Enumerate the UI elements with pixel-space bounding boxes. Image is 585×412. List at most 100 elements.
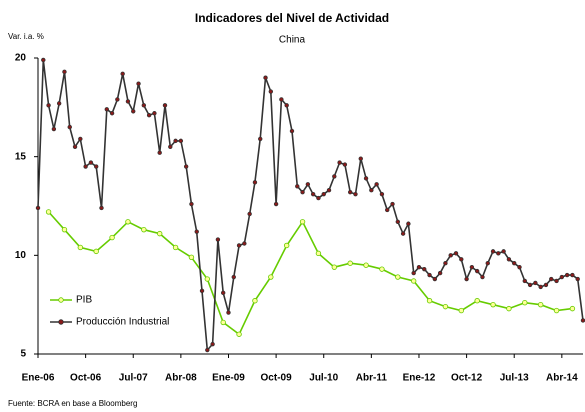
data-point xyxy=(83,164,88,169)
data-point xyxy=(305,182,311,187)
data-point xyxy=(168,144,173,149)
data-point xyxy=(104,107,109,112)
data-point xyxy=(432,276,438,282)
data-point xyxy=(204,276,211,282)
data-point xyxy=(554,278,559,284)
data-point xyxy=(35,205,41,211)
data-point xyxy=(156,230,163,237)
data-point xyxy=(252,298,258,304)
data-point xyxy=(88,160,94,165)
data-point xyxy=(210,341,215,347)
data-point xyxy=(120,71,125,76)
y-tick-label: 10 xyxy=(15,250,27,261)
data-point xyxy=(385,207,390,213)
data-point xyxy=(67,124,72,130)
data-point xyxy=(109,111,115,116)
data-point xyxy=(331,264,338,270)
data-point xyxy=(77,244,84,251)
data-point xyxy=(252,180,258,185)
data-point xyxy=(315,250,322,257)
x-tick-label: Oct-06 xyxy=(70,373,102,384)
data-point xyxy=(78,136,83,142)
x-tick-label: Abr-14 xyxy=(546,373,578,384)
data-point xyxy=(115,97,120,102)
data-point xyxy=(347,189,353,195)
data-point xyxy=(575,276,580,282)
data-point xyxy=(45,209,52,215)
series-line xyxy=(48,211,573,336)
data-point xyxy=(379,191,385,197)
data-point xyxy=(56,101,62,106)
data-point xyxy=(522,278,527,284)
data-point xyxy=(538,284,543,290)
data-point xyxy=(410,278,417,284)
x-tick-label: Abr-11 xyxy=(356,373,388,384)
x-tick-label: Abr-08 xyxy=(165,373,197,384)
data-point xyxy=(395,219,401,224)
data-point xyxy=(374,182,379,187)
data-point xyxy=(188,254,195,261)
data-point xyxy=(295,184,300,189)
data-point xyxy=(247,211,252,217)
x-tick-label: Jul-10 xyxy=(309,373,338,384)
data-point xyxy=(474,268,480,274)
data-point xyxy=(263,75,268,80)
data-point xyxy=(183,164,189,169)
data-point xyxy=(553,307,560,314)
legend-label: PIB xyxy=(76,295,92,306)
data-point xyxy=(480,274,485,280)
data-point xyxy=(569,305,576,312)
data-point xyxy=(215,237,221,242)
data-point xyxy=(416,264,422,270)
data-point xyxy=(543,282,549,288)
data-point xyxy=(321,191,326,197)
chart-title: Indicadores del Nivel de Actividad xyxy=(195,11,389,25)
data-point xyxy=(157,150,162,155)
data-point xyxy=(199,288,205,294)
data-point xyxy=(316,195,321,201)
data-point xyxy=(141,226,147,233)
data-point xyxy=(522,299,528,306)
data-point xyxy=(342,162,348,167)
data-point xyxy=(443,261,448,266)
x-tick-label: Jul-13 xyxy=(500,373,529,384)
x-tick-label: Oct-09 xyxy=(261,373,293,384)
data-point xyxy=(506,305,512,312)
data-point xyxy=(337,160,342,165)
y-axis-label: Var. i.a. % xyxy=(8,32,44,41)
data-point xyxy=(437,270,443,276)
data-point xyxy=(353,191,358,197)
data-point xyxy=(46,103,51,108)
data-point xyxy=(236,243,242,248)
data-point xyxy=(580,318,585,323)
data-point xyxy=(379,266,385,272)
data-point xyxy=(570,272,575,278)
data-point xyxy=(94,164,99,169)
data-point xyxy=(299,219,306,225)
y-tick-label: 5 xyxy=(20,349,26,360)
x-tick-label: Ene-06 xyxy=(22,373,55,384)
data-point xyxy=(141,103,147,108)
data-point xyxy=(400,231,406,236)
data-point xyxy=(517,264,522,270)
data-point xyxy=(99,205,104,211)
data-point xyxy=(41,57,46,63)
data-point xyxy=(564,272,570,278)
data-point xyxy=(427,272,432,278)
data-point xyxy=(442,303,449,310)
data-point xyxy=(220,319,226,326)
source-note: Fuente: BCRA en base a Bloomberg xyxy=(8,399,137,408)
data-point xyxy=(109,234,115,241)
data-point xyxy=(205,347,210,353)
data-point xyxy=(453,251,459,256)
legend-marker xyxy=(58,297,64,303)
data-point xyxy=(51,126,57,132)
data-point xyxy=(283,242,290,249)
data-point xyxy=(242,241,247,246)
data-point xyxy=(496,251,501,256)
data-point xyxy=(411,270,416,276)
data-point xyxy=(390,201,395,207)
x-tick-label: Ene-12 xyxy=(403,373,436,384)
data-point xyxy=(189,201,194,207)
